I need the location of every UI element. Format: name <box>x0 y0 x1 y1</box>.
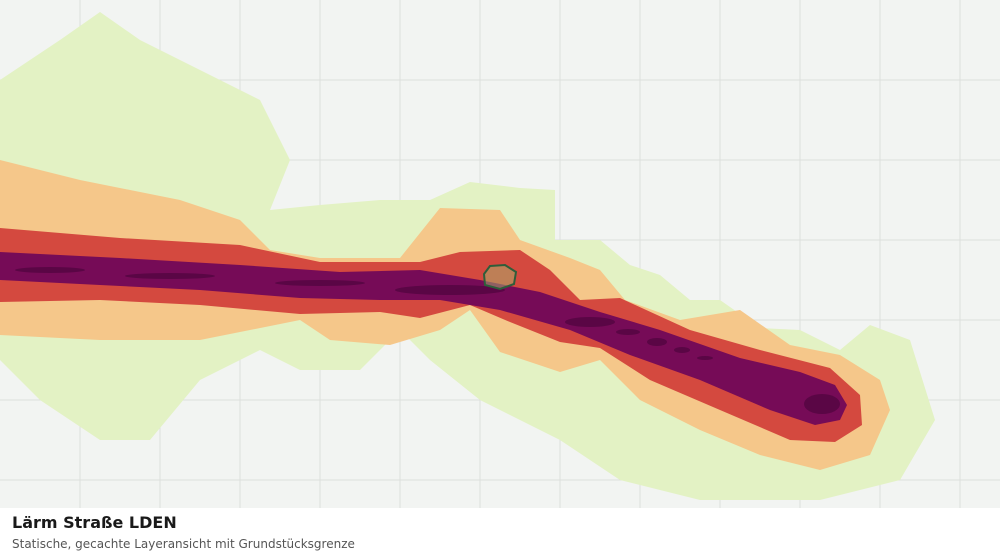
caption-subtitle: Statische, gecachte Layeransicht mit Gru… <box>12 537 355 551</box>
noise-zone-extreme <box>15 267 840 414</box>
parcel-boundary <box>482 263 518 291</box>
caption-title: Lärm Straße LDEN <box>12 513 177 532</box>
caption-panel <box>0 508 1000 560</box>
noise-zone-medium <box>0 160 890 470</box>
